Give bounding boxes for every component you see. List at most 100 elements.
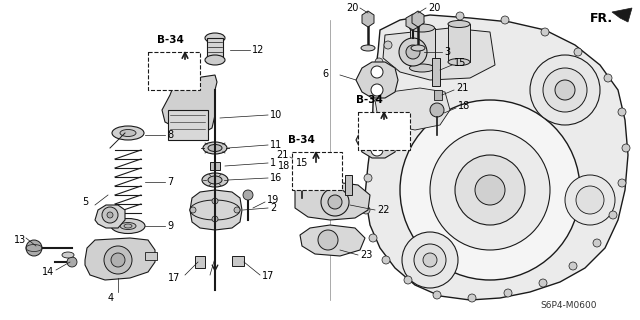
Circle shape [430,130,550,250]
Circle shape [107,212,113,218]
Circle shape [212,216,218,222]
Polygon shape [365,15,628,300]
Text: 13: 13 [14,235,26,245]
Polygon shape [375,88,450,130]
Text: 21: 21 [456,83,468,93]
Circle shape [111,253,125,267]
Circle shape [318,230,338,250]
Circle shape [190,207,196,213]
Ellipse shape [448,20,470,28]
Text: 17: 17 [168,273,180,283]
Text: 16: 16 [270,173,282,183]
Circle shape [321,188,349,216]
Text: 6: 6 [322,69,328,79]
Circle shape [26,240,42,256]
Circle shape [369,234,377,242]
Polygon shape [406,14,420,30]
Circle shape [382,256,390,264]
Bar [195,256,205,268]
Ellipse shape [205,55,225,65]
Circle shape [234,207,240,213]
Bar [168,110,208,140]
Bar [148,52,200,90]
Ellipse shape [410,64,435,72]
Bar [145,252,157,260]
Text: 14: 14 [42,267,54,277]
Text: 22: 22 [377,205,390,215]
Ellipse shape [120,222,136,229]
Text: 7: 7 [167,177,173,187]
Ellipse shape [62,252,74,258]
Text: S6P4-M0600: S6P4-M0600 [540,300,596,309]
Polygon shape [356,62,398,98]
Polygon shape [162,75,217,132]
Ellipse shape [448,59,470,66]
Circle shape [555,80,575,100]
Bar [434,90,442,100]
Circle shape [404,276,412,284]
Polygon shape [612,8,632,22]
Circle shape [367,144,375,152]
Circle shape [501,16,509,24]
Circle shape [370,114,378,122]
Circle shape [402,232,458,288]
Bar [432,58,440,86]
Text: 15: 15 [454,58,467,68]
Circle shape [371,144,383,156]
Circle shape [576,186,604,214]
Circle shape [416,18,424,26]
Circle shape [372,83,380,91]
Circle shape [102,207,118,223]
Text: 3: 3 [444,47,450,57]
Ellipse shape [205,33,225,43]
Circle shape [543,68,587,112]
Circle shape [530,55,600,125]
Ellipse shape [112,126,144,140]
Bar [410,28,435,68]
Circle shape [541,28,549,36]
Circle shape [618,108,626,116]
Polygon shape [295,182,370,220]
Polygon shape [300,225,365,256]
Circle shape [297,173,307,183]
Circle shape [371,84,383,96]
Circle shape [475,175,505,205]
Ellipse shape [410,24,435,32]
Circle shape [328,195,342,209]
Circle shape [618,179,626,187]
Text: 4: 4 [108,293,114,303]
Bar [207,38,223,60]
Circle shape [468,294,476,302]
Circle shape [371,124,383,136]
Text: 1: 1 [270,158,276,168]
Polygon shape [190,190,242,230]
Circle shape [362,206,370,214]
Text: 18: 18 [458,101,470,111]
Bar [300,165,306,177]
Circle shape [104,246,132,274]
Text: 15: 15 [296,158,308,168]
Text: 10: 10 [270,110,282,120]
Circle shape [371,66,383,78]
Polygon shape [356,122,398,158]
Circle shape [456,12,464,20]
Polygon shape [362,11,374,27]
Text: 11: 11 [270,140,282,150]
Polygon shape [85,238,155,280]
Ellipse shape [208,145,222,151]
Bar [210,162,220,170]
Ellipse shape [202,173,228,187]
Circle shape [243,190,253,200]
Bar [358,112,410,150]
Bar [345,175,352,195]
Circle shape [504,289,512,297]
Circle shape [364,174,372,182]
Circle shape [539,279,547,287]
Text: B-34: B-34 [287,135,314,145]
Text: 21: 21 [276,150,289,160]
Circle shape [593,239,601,247]
Circle shape [604,74,612,82]
Circle shape [574,48,582,56]
Circle shape [569,262,577,270]
Text: 9: 9 [167,221,173,231]
